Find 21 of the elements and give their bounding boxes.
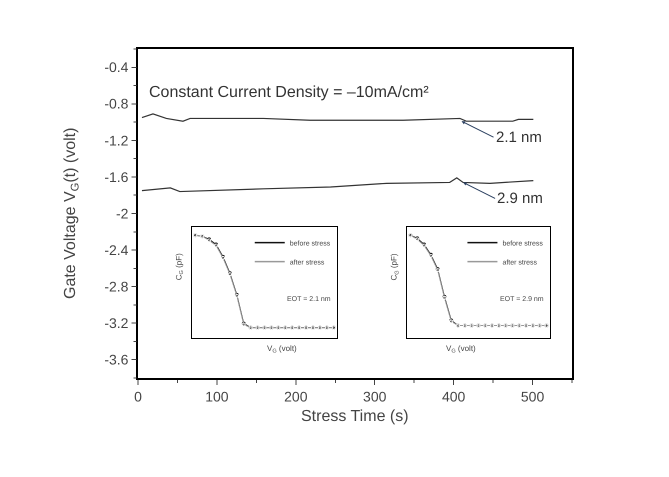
x-tick-label: 0: [134, 388, 142, 405]
x-tick-label: 300: [363, 388, 387, 405]
y-tick-label: -0.4: [104, 59, 129, 76]
x-tick-label: 100: [205, 388, 229, 405]
annotation: 2.1 nm: [496, 129, 542, 146]
y-tick-label: -2.4: [104, 242, 129, 258]
x-axis-title: V$_{G}$ (volt): [267, 344, 298, 355]
x-tick-label: 400: [442, 388, 466, 405]
y-tick-label: -2.8: [104, 278, 129, 295]
y-tick-label: -3.2: [104, 315, 129, 332]
x-axis-title: Stress Time (s): [301, 408, 409, 425]
y-tick-label: -1.6: [104, 168, 129, 185]
y-tick-label: -2: [116, 205, 129, 222]
x-tick-label: 200: [284, 388, 308, 405]
y-tick-label: -0.8: [104, 96, 129, 112]
y-tick-label: -3.6: [104, 352, 129, 368]
x-axis-title: V$_{G}$ (volt): [446, 344, 476, 355]
y-tick-label: -1.2: [104, 132, 129, 148]
annotation: Constant Current Density = –10mA/cm²: [149, 84, 430, 101]
x-tick-label: 500: [520, 388, 544, 405]
annotation: 2.9 nm: [497, 190, 543, 207]
